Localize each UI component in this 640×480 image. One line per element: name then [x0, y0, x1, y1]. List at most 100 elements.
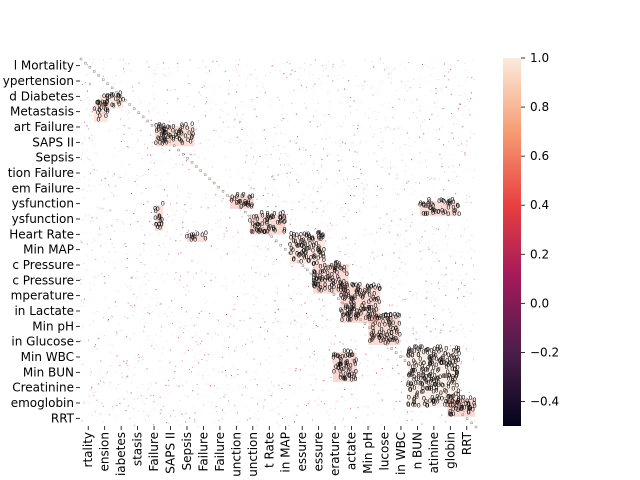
- heatmap-cell: [185, 246, 187, 248]
- heatmap-cell: [434, 388, 438, 391]
- colorbar-tick-label: 0.4: [530, 198, 549, 212]
- heatmap-cell: [321, 165, 323, 167]
- cell-annotation: 0: [469, 394, 473, 402]
- heatmap-cell: [226, 314, 227, 315]
- heatmap-cell: [428, 358, 429, 360]
- heatmap-cell: [148, 338, 150, 340]
- heatmap-cell: [179, 336, 181, 338]
- cell-annotation: 0: [456, 202, 460, 210]
- heatmap-cell: [153, 348, 155, 350]
- heatmap-cell: [102, 112, 104, 114]
- heatmap-cell: [225, 253, 227, 255]
- cell-annotation: 0: [282, 218, 286, 226]
- cell-annotation: 0: [104, 112, 108, 120]
- heatmap-cell: [358, 236, 360, 238]
- heatmap-cell: [133, 107, 136, 110]
- heatmap-cell: [246, 388, 248, 389]
- heatmap-cell: [450, 339, 452, 341]
- x-tick-label: n BUN: [410, 432, 424, 469]
- heatmap-cell: [227, 89, 229, 91]
- cell-annotation: 0: [385, 315, 389, 323]
- heatmap-cell: [405, 409, 407, 411]
- heatmap-cell: [162, 62, 164, 64]
- heatmap-cell: [314, 143, 316, 145]
- y-tick-label: in Lactate: [14, 304, 74, 318]
- heatmap-cell: [136, 270, 138, 272]
- heatmap-cell: [296, 293, 298, 295]
- cell-annotation: 0: [370, 331, 374, 339]
- heatmap-cell: [230, 196, 254, 209]
- heatmap-cell: [163, 152, 165, 154]
- heatmap-cell: [458, 275, 460, 277]
- x-tick-label: actate: [345, 432, 359, 470]
- cell-annotation: 0: [454, 348, 458, 356]
- heatmap-cell: [233, 308, 235, 310]
- cell-annotation: 0: [420, 363, 424, 371]
- cell-annotation: 0: [99, 99, 103, 107]
- heatmap-cell: [130, 70, 132, 72]
- heatmap-cell: [204, 66, 206, 68]
- heatmap-cell: [133, 293, 135, 295]
- heatmap-cell: [379, 236, 381, 238]
- cell-annotation: 0: [157, 123, 161, 131]
- heatmap-cell: [399, 147, 401, 149]
- heatmap-cell: [166, 259, 168, 261]
- heatmap-cell: [145, 420, 147, 421]
- heatmap-cell: [381, 339, 384, 342]
- heatmap-cell: [318, 172, 320, 174]
- cell-annotation: 0: [387, 328, 391, 336]
- cell-annotation: 0: [443, 401, 447, 409]
- cell-annotation: 0: [411, 366, 415, 374]
- heatmap-cell: [302, 199, 303, 201]
- cell-annotation: 0: [437, 357, 441, 365]
- heatmap-cell: [155, 200, 157, 202]
- cell-annotation: 0: [389, 311, 393, 319]
- heatmap-cell: [307, 122, 309, 124]
- heatmap-cell: [185, 381, 187, 383]
- heatmap-cell: [453, 378, 455, 380]
- heatmap-cell: [435, 336, 437, 338]
- heatmap-cell: [227, 325, 229, 327]
- heatmap-cell: [239, 59, 241, 61]
- heatmap-cell: [129, 338, 131, 340]
- heatmap-cell: [299, 147, 301, 149]
- heatmap-cell: [273, 146, 274, 148]
- heatmap-cell: [328, 218, 330, 220]
- heatmap-cell: [428, 392, 430, 394]
- heatmap-cell: [237, 299, 238, 301]
- cell-annotation: 0: [386, 316, 390, 324]
- heatmap-cell: [449, 213, 451, 215]
- heatmap-cell: [338, 170, 340, 172]
- heatmap-cell: [395, 389, 397, 391]
- heatmap-cell: [86, 64, 88, 66]
- heatmap-cell: [394, 209, 396, 211]
- heatmap-cell: [350, 188, 352, 190]
- cell-annotation: 0: [459, 402, 463, 410]
- cell-annotation: 0: [455, 371, 459, 379]
- cell-annotation: 0: [301, 251, 305, 259]
- heatmap-cell: [397, 223, 399, 225]
- cell-annotation: 0: [410, 383, 414, 391]
- heatmap-cell: [443, 396, 447, 400]
- heatmap-cell: [99, 338, 101, 340]
- heatmap-cell: [455, 262, 457, 264]
- heatmap-cell: [451, 279, 453, 281]
- heatmap-cell: [328, 419, 330, 421]
- cell-annotation: 0: [377, 285, 381, 293]
- heatmap-cell: [340, 145, 342, 147]
- heatmap-cell: [181, 307, 183, 308]
- heatmap-cell: [416, 99, 418, 101]
- cell-annotation: 0: [160, 131, 164, 139]
- heatmap-cell: [149, 220, 151, 222]
- heatmap-cell: [267, 248, 269, 250]
- cell-annotation: 0: [343, 286, 347, 294]
- heatmap-cell: [465, 195, 467, 197]
- heatmap-cell: [410, 225, 411, 227]
- y-tick-label: d Diabetes: [9, 89, 74, 103]
- heatmap-cell: [353, 370, 355, 372]
- cell-annotation: 0: [456, 201, 460, 209]
- cell-annotation: 0: [371, 294, 375, 302]
- heatmap-cell: [162, 73, 164, 75]
- cell-annotation: 0: [303, 240, 307, 248]
- heatmap-cell: [264, 275, 266, 277]
